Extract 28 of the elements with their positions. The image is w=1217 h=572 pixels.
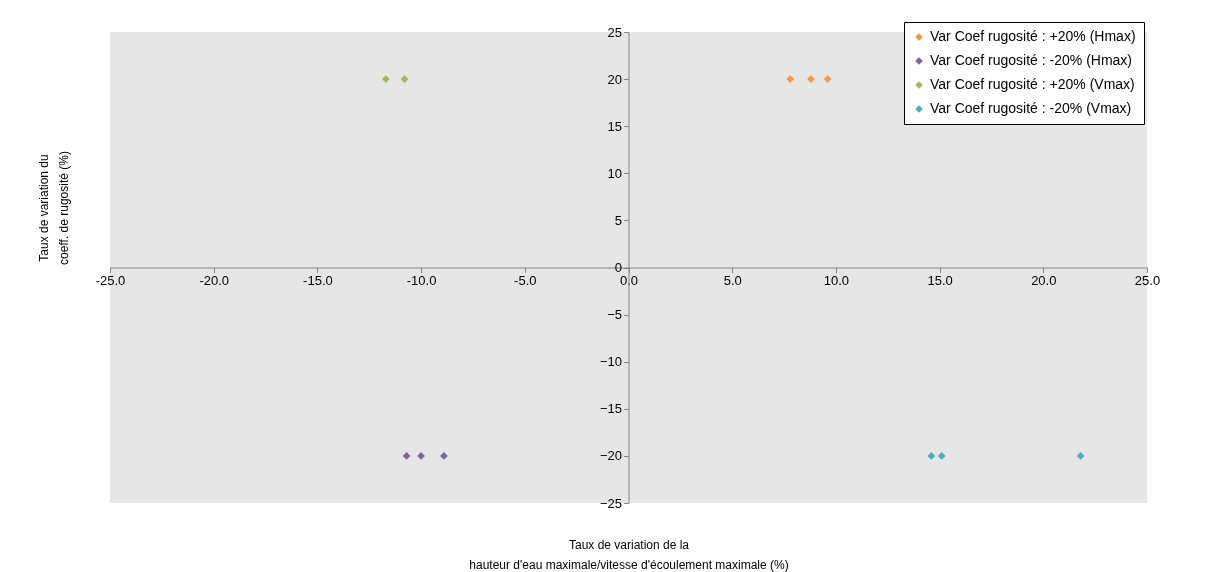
y-tick-label: −15 [599, 401, 622, 417]
y-tick-label: −25 [599, 495, 622, 511]
y-tick-label: 20 [607, 71, 622, 87]
y-tick-label: −10 [599, 354, 622, 370]
y-tick-label: 0 [614, 260, 622, 275]
y-axis-title: Taux de variation du coeff. de rugosité (%) [36, 151, 71, 265]
legend-label: Var Coef rugosité : -20% (Vmax) [930, 100, 1132, 116]
x-tick-label: 20.0 [1031, 273, 1057, 288]
x-axis-title: Taux de variation de la hauteur d'eau maximale/vitesse d'écoulement maximale (%) [469, 537, 789, 572]
x-tick-label: -15.0 [303, 273, 333, 288]
y-tick-label: 15 [607, 118, 622, 134]
x-tick-label: -5.0 [514, 273, 537, 288]
x-tick-label: 0.0 [619, 273, 639, 288]
x-tick-label: -25.0 [95, 273, 126, 288]
y-tick-label: 25 [607, 24, 622, 40]
x-tick-label: 10.0 [823, 273, 850, 288]
x-tick-label: 15.0 [927, 273, 953, 288]
y-tick-label: 10 [607, 165, 622, 181]
legend-label: Var Coef rugosité : -20% (Hmax) [930, 52, 1133, 68]
x-tick-label: 5.0 [723, 273, 742, 288]
y-tick-label: 5 [614, 212, 622, 228]
y-tick-label: −5 [607, 307, 622, 323]
x-tick-label: -10.0 [406, 273, 437, 288]
x-tick-label: 25.0 [1134, 273, 1161, 288]
legend-label: Var Coef rugosité : +20% (Vmax) [930, 76, 1135, 92]
legend-label: Var Coef rugosité : +20% (Hmax) [930, 28, 1136, 44]
y-tick-label: −20 [599, 448, 622, 464]
x-tick-label: -20.0 [199, 273, 230, 288]
